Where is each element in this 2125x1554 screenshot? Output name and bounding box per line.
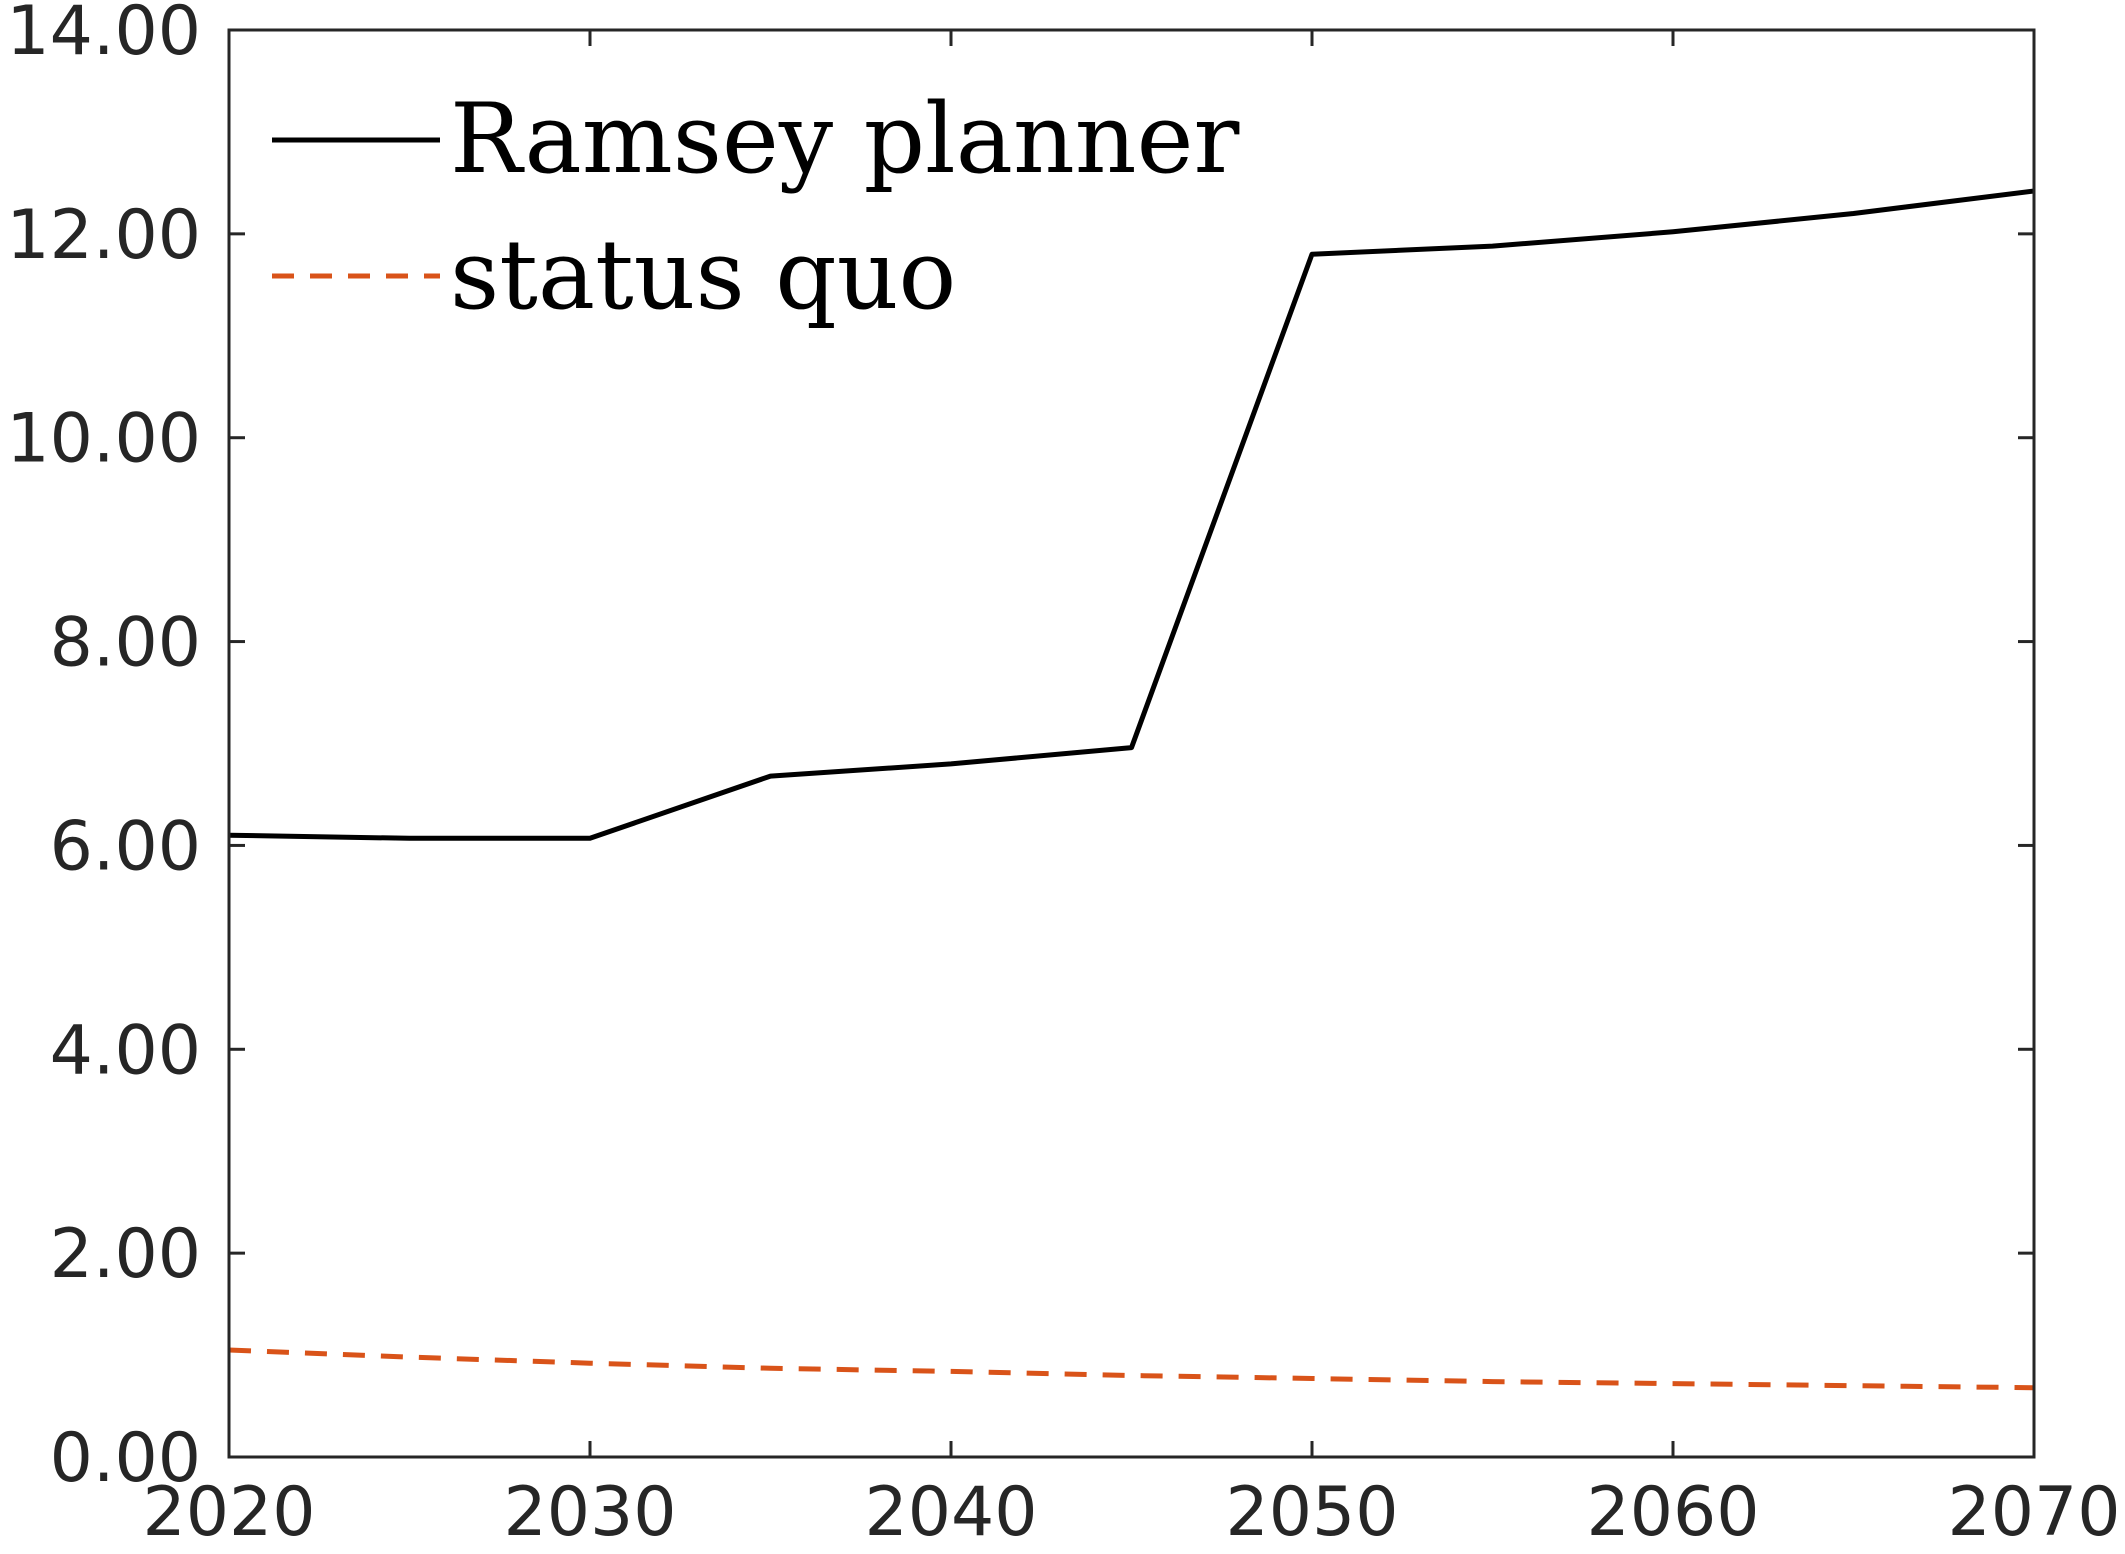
y-tick-label: 2.00 bbox=[50, 1215, 201, 1294]
x-tick-label: 2070 bbox=[1947, 1473, 2120, 1552]
y-tick-label: 14.00 bbox=[6, 0, 201, 71]
x-tick-label: 2040 bbox=[864, 1473, 1037, 1552]
legend-label-0: Ramsey planner bbox=[450, 83, 1239, 195]
y-tick-label: 4.00 bbox=[50, 1011, 201, 1090]
x-tick-label: 2060 bbox=[1586, 1473, 1759, 1552]
tick-layer: 2020 2030 2040 2050 2060 2070 0.00 2.00 4.00 6.00… bbox=[6, 0, 2120, 1552]
x-tick-label: 2030 bbox=[503, 1473, 676, 1552]
series-layer bbox=[228, 188, 2035, 1391]
x-tick-label: 2050 bbox=[1225, 1473, 1398, 1552]
legend: Ramsey planner status quo bbox=[272, 83, 1239, 331]
plot-frame bbox=[227, 28, 2036, 1459]
y-tick-label: 12.00 bbox=[6, 196, 201, 275]
y-tick-label: 10.00 bbox=[6, 400, 201, 479]
legend-label-1: status quo bbox=[450, 219, 956, 331]
x-tick-label: 2020 bbox=[142, 1473, 315, 1552]
y-tick-label: 8.00 bbox=[50, 604, 201, 683]
series-line-0 bbox=[228, 188, 2035, 841]
y-tick-label: 6.00 bbox=[50, 807, 201, 886]
y-tick-label: 0.00 bbox=[50, 1419, 201, 1498]
